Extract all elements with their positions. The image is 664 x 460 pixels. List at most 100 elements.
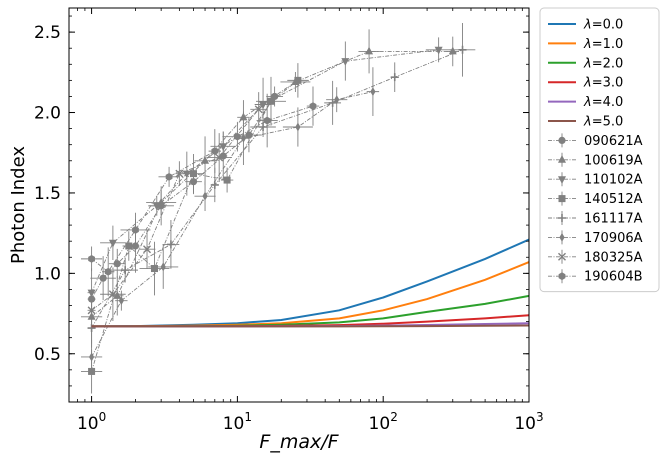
grb-line-161117A: [91, 49, 463, 329]
lambda-symbol: λ: [583, 76, 592, 91]
data-point: [267, 97, 275, 105]
legend-marker: [558, 195, 566, 203]
legend-label: 100619A: [584, 153, 643, 168]
data-point: [334, 95, 340, 105]
legend-label: 140512A: [584, 192, 643, 207]
data-point: [341, 58, 350, 66]
data-point: [328, 98, 337, 107]
x-tick-base: 10: [369, 414, 391, 434]
legend-entry-model: λ=5.0: [548, 115, 623, 130]
lambda-value: =0.0: [592, 18, 624, 33]
x-tick-base: 10: [514, 414, 536, 434]
data-point: [121, 266, 130, 275]
grb-series-100619A: [80, 29, 459, 344]
legend-entry-grb: 100619A: [548, 152, 643, 168]
lambda-symbol: λ: [583, 115, 592, 130]
legend-box: [539, 7, 660, 293]
data-point: [294, 76, 302, 84]
model-line-lambda-00: [91, 238, 530, 328]
data-point: [88, 352, 95, 362]
data-point: [113, 260, 121, 268]
lambda-value: =4.0: [592, 95, 624, 110]
grb-series-161117A: [87, 23, 476, 348]
legend-entry-grb: 180325A: [548, 249, 643, 265]
legend-marker: [558, 252, 566, 261]
legend-entry-model: λ=0.0: [548, 18, 623, 33]
legend-marker: [559, 232, 565, 242]
legend-entry-grb: 090621A: [548, 133, 643, 149]
data-point: [259, 101, 268, 110]
x-tick-base: 10: [223, 414, 245, 434]
legend-label: λ=5.0: [583, 115, 623, 130]
y-tick-label: 2.5: [34, 23, 61, 43]
x-tick-label: 101: [223, 410, 252, 434]
grb-series-170906A: [80, 67, 380, 375]
data-point: [295, 122, 301, 132]
data-point: [210, 180, 219, 189]
data-point: [160, 262, 166, 272]
lambda-symbol: λ: [583, 56, 592, 71]
legend-label: 180325A: [584, 250, 643, 265]
model-line-lambda-50: [91, 324, 530, 328]
data-point: [390, 73, 399, 82]
data-point: [234, 132, 241, 141]
data-point: [150, 265, 158, 273]
legend-entry-model: λ=3.0: [548, 76, 623, 91]
legend-label: λ=2.0: [583, 56, 623, 71]
lambda-value: =1.0: [592, 37, 624, 52]
lambda-value: =5.0: [592, 115, 624, 130]
data-point: [458, 45, 467, 54]
legend-entry-grb: 110102A: [548, 172, 643, 188]
x-tick-base: 10: [77, 414, 99, 434]
y-tick-label: 0.5: [34, 345, 61, 365]
data-point: [87, 306, 96, 315]
legend-entry-model: λ=4.0: [548, 95, 623, 110]
data-point: [259, 123, 268, 132]
legend-marker: [558, 155, 566, 163]
x-tick-label: 102: [369, 410, 398, 434]
lambda-symbol: λ: [583, 95, 592, 110]
x-tick-exponent: 1: [244, 410, 252, 424]
lambda-symbol: λ: [583, 37, 592, 52]
data-point: [309, 102, 317, 110]
data-point: [254, 105, 263, 114]
grb-line-190604B: [91, 105, 314, 273]
data-point: [223, 176, 231, 184]
data-point: [166, 240, 175, 249]
legend-marker: [558, 272, 566, 281]
data-point: [219, 143, 228, 152]
data-point: [108, 239, 117, 248]
legend-entry-grb: 190604B: [548, 269, 643, 285]
data-point: [104, 267, 112, 276]
data-point: [240, 133, 247, 143]
lambda-value: =3.0: [592, 76, 624, 91]
legend-label: λ=4.0: [583, 95, 623, 110]
data-point: [108, 290, 117, 299]
data-point: [175, 169, 184, 178]
plot-frame: [68, 7, 530, 403]
legend-label: 110102A: [584, 173, 643, 188]
legend-label: 090621A: [584, 134, 643, 149]
data-point: [202, 191, 208, 201]
legend-entry-grb: 161117A: [548, 211, 643, 227]
y-tick-label: 2.0: [34, 104, 61, 124]
data-point: [263, 116, 271, 125]
data-point: [132, 226, 139, 234]
legend-entry-grb: 170906A: [548, 230, 643, 246]
legend-marker: [558, 176, 566, 184]
data-point: [165, 172, 173, 181]
x-tick-label: 100: [77, 410, 106, 434]
data-point: [152, 202, 161, 211]
legend-label: λ=1.0: [583, 37, 623, 52]
data-point: [215, 153, 224, 162]
legend-label: 170906A: [584, 231, 643, 246]
grb-series-140512A: [80, 63, 309, 394]
y-axis-label: Photon Index: [8, 146, 29, 264]
legend-entry-model: λ=2.0: [548, 56, 623, 71]
data-point: [87, 289, 96, 298]
legend-label: λ=3.0: [583, 76, 623, 91]
grb-series-180325A: [87, 92, 268, 326]
legend-label: λ=0.0: [583, 18, 623, 33]
data-point: [118, 296, 124, 306]
